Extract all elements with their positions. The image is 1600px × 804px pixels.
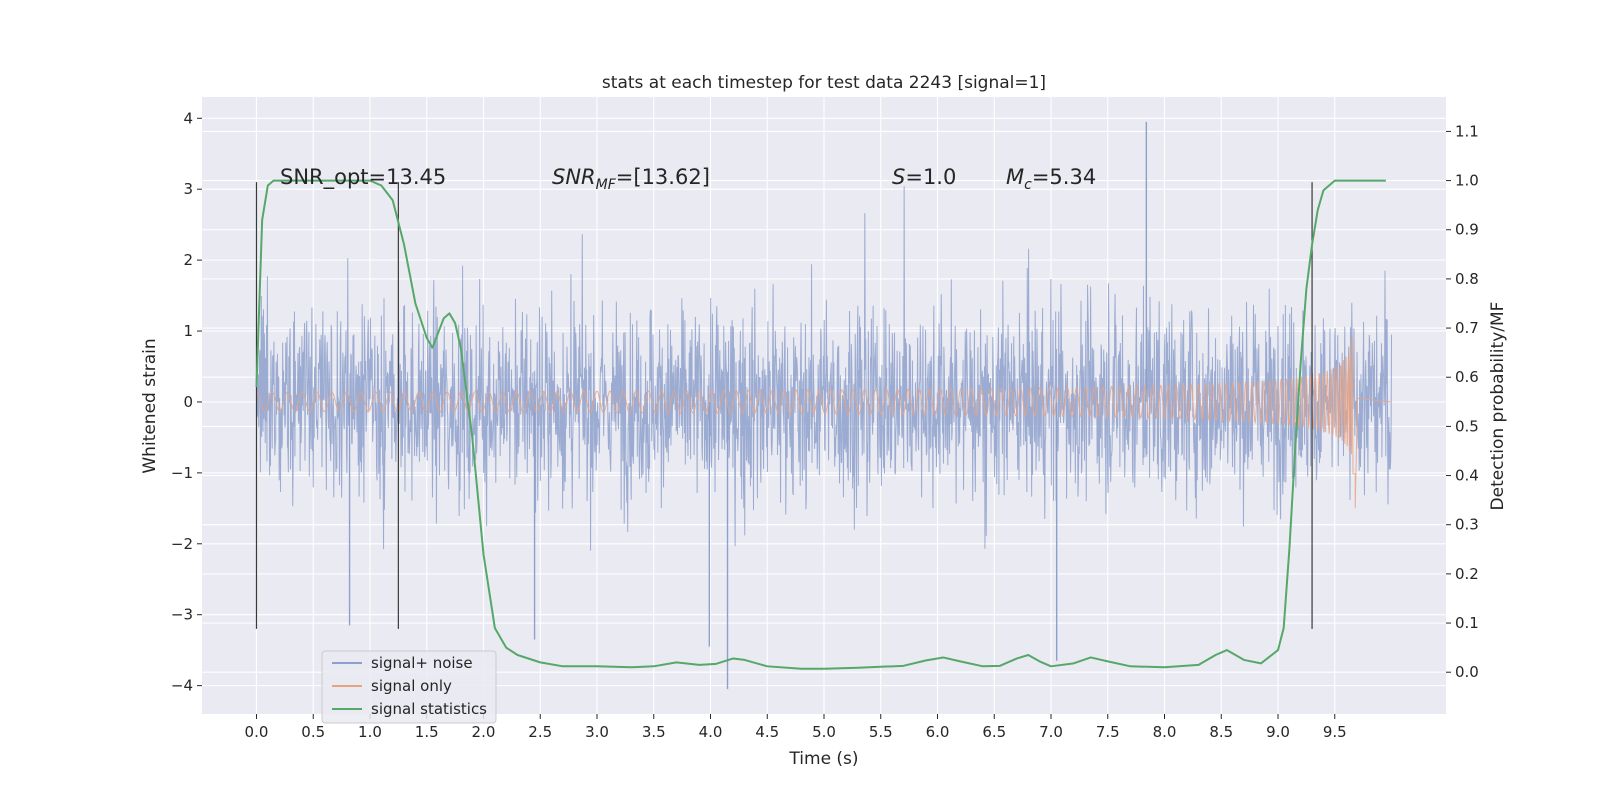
y2-tick-label-2: 0.2 [1455,565,1479,583]
annotation-snr-mf-main: SNR [552,165,596,189]
annotation-mc-value: =5.34 [1032,165,1096,189]
signal-noise-line [255,186,1393,551]
x-tick-label-5: 2.5 [528,723,552,741]
y-tick-label-4: 0 [183,393,193,411]
annotation-s-main: S [892,165,905,189]
y2-tick-label-6: 0.6 [1455,368,1479,386]
legend-label-signal-noise: signal+ noise [371,654,473,672]
x-tick-label-10: 5.0 [812,723,836,741]
y-tick-label-7: 3 [183,180,193,198]
x-tick-label-14: 7.0 [1039,723,1063,741]
y-tick-label-6: 2 [183,251,193,269]
y2-axis-ticks: 0.0 0.1 0.2 0.3 0.4 0.5 0.6 0.7 0.8 0.9 1.0 1.1 [1446,122,1479,681]
x-tick-label-11: 5.5 [869,723,893,741]
series-signal-noise [255,121,1393,690]
annotation-snr-opt: SNR_opt=13.45 [280,165,446,190]
x-tick-label-15: 7.5 [1096,723,1120,741]
y2-tick-label-4: 0.4 [1455,467,1479,485]
x-tick-label-3: 1.5 [415,723,439,741]
x-tick-label-2: 1.0 [358,723,382,741]
y-tick-label-1: −3 [171,606,193,624]
x-tick-label-4: 2.0 [472,723,496,741]
x-axis-label: Time (s) [788,749,858,769]
x-tick-label-19: 9.5 [1323,723,1347,741]
x-tick-label-0: 0.0 [245,723,269,741]
x-tick-label-13: 6.5 [982,723,1006,741]
y2-tick-label-11: 1.1 [1455,122,1479,140]
y-tick-label-2: −2 [171,535,193,553]
annotation-snr-mf-value: =[13.62] [616,165,710,189]
y2-tick-label-3: 0.3 [1455,516,1479,534]
annotation-snr-mf-sub: MF [596,177,617,193]
x-axis-ticks: 0.0 0.5 1.0 1.5 2.0 2.5 3.0 3.5 4.0 4.5 5.0 5.5 6.0 6… [245,714,1347,741]
chart-title: stats at each timestep for test data 224… [602,73,1046,93]
series-signal-only [256,336,1392,509]
y-axis-label: Whitened strain [140,338,160,473]
y-tick-label-0: −4 [171,677,193,695]
y2-tick-label-0: 0.0 [1455,663,1479,681]
vertical-markers [255,182,1313,629]
y-axis-ticks: −4 −3 −2 −1 0 1 2 3 4 [171,109,202,695]
x-tick-label-6: 3.0 [585,723,609,741]
y2-tick-label-5: 0.5 [1455,417,1479,435]
annotation-mc-main: M [1006,165,1024,189]
annotation-snr-mf: SNRMF=[13.62] [552,165,710,193]
y2-tick-label-7: 0.7 [1455,319,1479,337]
legend-label-signal-only: signal only [371,677,452,695]
y2-axis-label: Detection probability/MF [1488,302,1508,511]
x-tick-label-16: 8.0 [1153,723,1177,741]
y2-tick-label-10: 1.0 [1455,172,1479,190]
legend: signal+ noise signal only signal statist… [321,650,497,724]
x-tick-label-17: 8.5 [1209,723,1233,741]
x-tick-label-8: 4.0 [699,723,723,741]
series-signal-statistics [255,179,1386,670]
y-tick-label-8: 4 [183,109,193,127]
annotation-mc: Mc=5.34 [1006,165,1096,193]
legend-label-signal-statistics: signal statistics [371,700,487,718]
y-tick-label-3: −1 [171,464,193,482]
x-tick-label-7: 3.5 [642,723,666,741]
y2-tick-label-8: 0.8 [1455,270,1479,288]
x-tick-label-9: 4.5 [755,723,779,741]
legend-box [321,650,497,724]
y2-tick-label-1: 0.1 [1455,614,1479,632]
y2-tick-label-9: 0.9 [1455,221,1479,239]
annotation-s: S=1.0 [892,165,956,189]
x-tick-label-18: 9.0 [1266,723,1290,741]
signal-statistics-line [255,179,1386,670]
x-tick-label-12: 6.0 [926,723,950,741]
signal-only-line [256,336,1392,509]
y-tick-label-5: 1 [183,322,193,340]
annotation-mc-sub: c [1024,177,1032,193]
x-tick-label-1: 0.5 [301,723,325,741]
annotation-s-value: =1.0 [905,165,956,189]
